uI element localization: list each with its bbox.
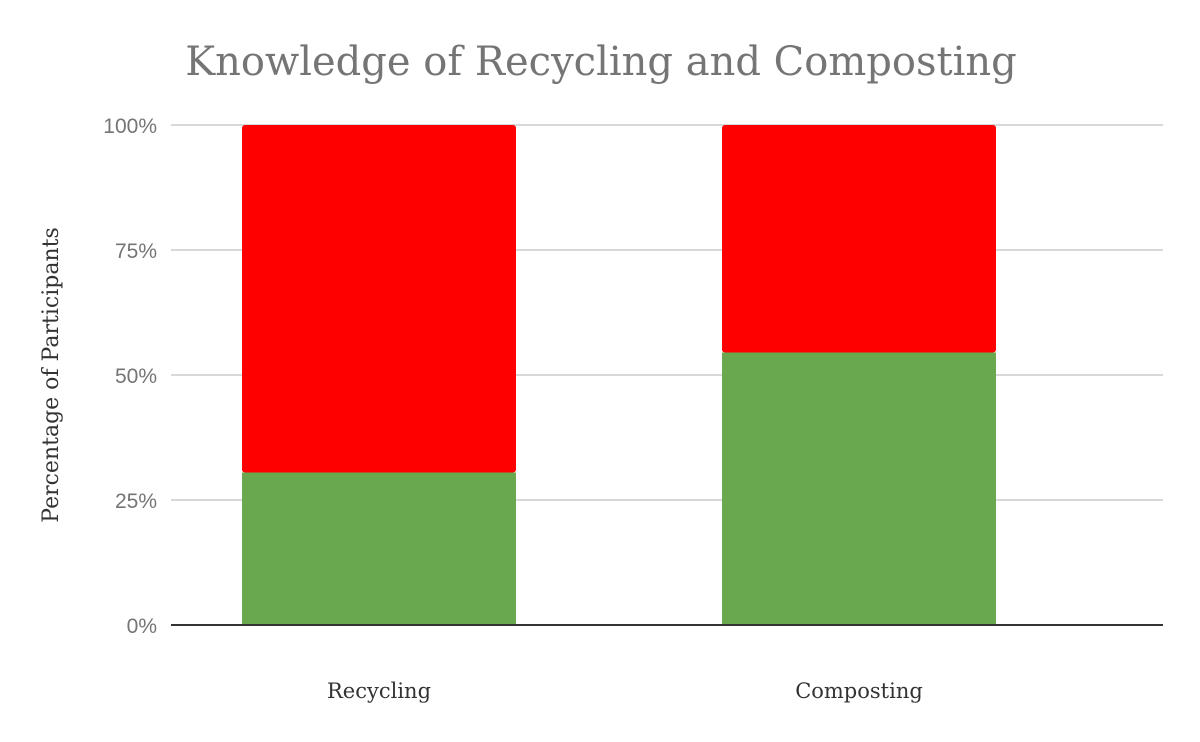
y-axis-ticks: 0% 25% 50% 75% 100% [103,115,157,638]
y-axis-label: Percentage of Participants [39,227,64,522]
y-tick-label: 75% [115,240,157,263]
chart-title: Knowledge of Recycling and Composting [185,39,1016,85]
bar-segment-composting-0 [722,352,996,625]
x-axis-ticks: Recycling Composting [327,679,923,703]
bar-segment-composting-1 [722,125,996,353]
y-tick-label: 0% [127,615,157,638]
x-tick-label: Recycling [327,679,431,703]
bar-segment-recycling-0 [242,472,516,625]
bar-segment-recycling-1 [242,125,516,473]
y-tick-label: 50% [115,365,157,388]
bars [242,125,996,625]
y-tick-label: 25% [115,490,157,513]
y-tick-label: 100% [103,115,157,138]
x-tick-label: Composting [795,679,923,703]
